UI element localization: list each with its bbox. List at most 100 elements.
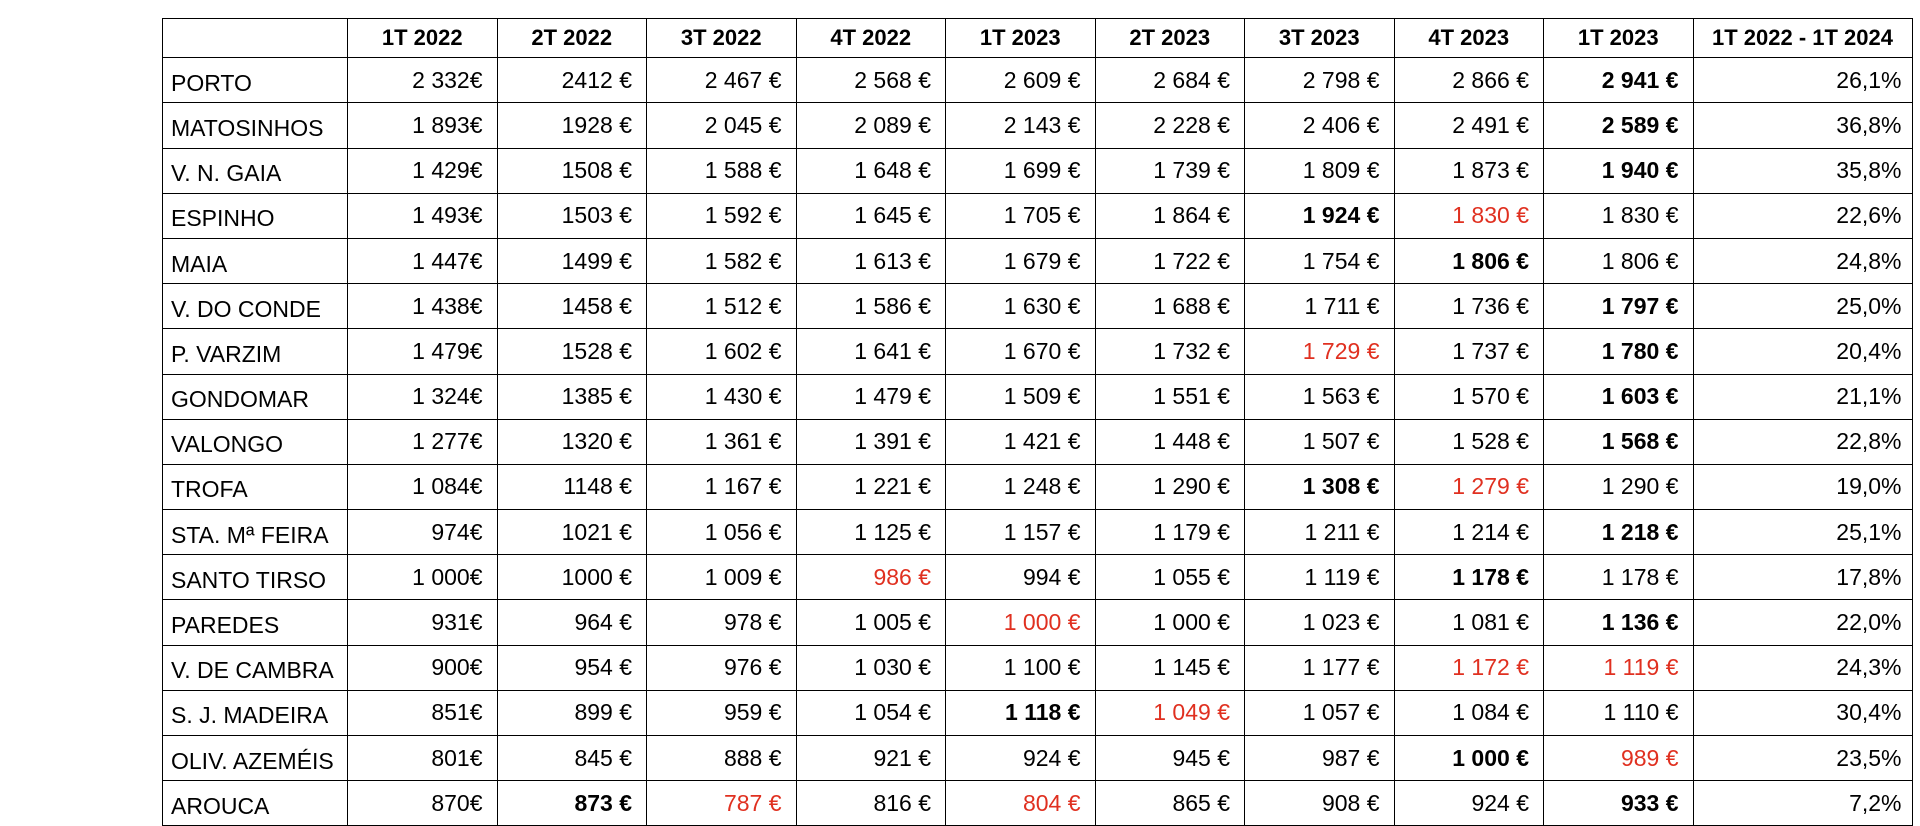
price-cell: 787 € — [646, 780, 797, 826]
change-percent-cell: 30,4% — [1692, 689, 1913, 737]
city-name: V. N. GAIA — [162, 147, 348, 194]
price-cell: 1 582 € — [646, 237, 797, 285]
price-cell: 1 679 € — [945, 237, 1096, 285]
price-cell: 1 211 € — [1244, 509, 1395, 556]
price-cell: 1 711 € — [1244, 283, 1395, 330]
table-row: AROUCA 870€ 873 €787 €816 €804 €865 €908 €… — [162, 780, 1913, 826]
change-percent-cell: 21,1% — [1692, 373, 1913, 420]
city-name: V. DE CAMBRA — [162, 644, 348, 691]
price-cell: 1499 € — [496, 237, 647, 285]
price-cell: 804 € — [945, 780, 1096, 826]
price-cell: 1 145 € — [1094, 644, 1245, 691]
header-quarter: 1T 2023 — [945, 17, 1096, 59]
price-cell: 1 290 € — [1543, 463, 1694, 511]
price-cell: 1 739 € — [1094, 147, 1245, 194]
price-cell: 1 084 € — [1393, 689, 1544, 737]
price-cell: 1 057 € — [1244, 689, 1395, 737]
price-cell: 2 143 € — [945, 102, 1096, 149]
price-cell: 1 118 € — [945, 689, 1096, 737]
price-cell: 1 613 € — [795, 237, 946, 285]
price-cell: 1 218 € — [1543, 509, 1694, 556]
price-cell: 1 780 € — [1543, 328, 1694, 375]
city-name: MATOSINHOS — [162, 102, 348, 149]
city-name: SANTO TIRSO — [162, 554, 348, 601]
header-change: 1T 2022 - 1T 2024 — [1692, 17, 1913, 59]
table-row: TROFA 1 084€ 1148 €1 167 €1 221 €1 248 €1 … — [162, 463, 1913, 511]
price-cell: 989 € — [1543, 734, 1694, 782]
price-cell: 1 512 € — [646, 283, 797, 330]
city-name: PAREDES — [162, 599, 348, 646]
price-cell: 1 172 € — [1393, 644, 1544, 691]
price-cell: 1 361 € — [646, 418, 797, 465]
price-cell: 1 688 € — [1094, 283, 1245, 330]
price-cell: 1 732 € — [1094, 328, 1245, 375]
price-cell: 1 648 € — [795, 147, 946, 194]
price-table-container: 1T 2022 2T 2022 3T 2022 4T 2022 1T 2023 2T 20… — [162, 17, 1913, 826]
price-cell: 1 592 € — [646, 192, 797, 239]
price-cell: 870€ — [347, 780, 498, 826]
price-cell: 888 € — [646, 734, 797, 782]
table-row: PAREDES 931€ 964 €978 €1 005 €1 000 €1 000… — [162, 599, 1913, 646]
price-cell: 1 119 € — [1543, 644, 1694, 691]
price-cell: 2 467 € — [646, 57, 797, 104]
price-cell: 1508 € — [496, 147, 647, 194]
price-cell: 1 100 € — [945, 644, 1096, 691]
price-cell: 1 157 € — [945, 509, 1096, 556]
price-cell: 1 248 € — [945, 463, 1096, 511]
price-cell: 1 030 € — [795, 644, 946, 691]
price-cell: 1 308 € — [1244, 463, 1395, 511]
price-cell: 1458 € — [496, 283, 647, 330]
header-quarter: 1T 2023 — [1543, 17, 1694, 59]
table-row: GONDOMAR 1 324€ 1385 €1 430 €1 479 €1 509 … — [162, 373, 1913, 420]
header-quarter: 1T 2022 — [347, 17, 498, 59]
price-cell: 921 € — [795, 734, 946, 782]
price-cell: 2 589 € — [1543, 102, 1694, 149]
price-cell: 924 € — [945, 734, 1096, 782]
price-cell: 1 421 € — [945, 418, 1096, 465]
price-cell: 1 809 € — [1244, 147, 1395, 194]
city-name: S. J. MADEIRA — [162, 689, 348, 737]
table-row: MATOSINHOS 1 893€ 1928 €2 045 €2 089 €2 14… — [162, 102, 1913, 149]
price-cell: 1 023 € — [1244, 599, 1395, 646]
price-cell: 1 000€ — [347, 554, 498, 601]
price-cell: 987 € — [1244, 734, 1395, 782]
price-cell: 1 737 € — [1393, 328, 1544, 375]
table-row: V. N. GAIA 1 429€ 1508 €1 588 €1 648 €1 69… — [162, 147, 1913, 194]
price-cell: 2 045 € — [646, 102, 797, 149]
table-row: V. DO CONDE 1 438€ 1458 €1 512 €1 586 €1 6… — [162, 283, 1913, 330]
table-row: P. VARZIM 1 479€ 1528 €1 602 €1 641 €1 670… — [162, 328, 1913, 375]
price-cell: 945 € — [1094, 734, 1245, 782]
price-cell: 1 705 € — [945, 192, 1096, 239]
price-cell: 2 866 € — [1393, 57, 1544, 104]
price-cell: 1503 € — [496, 192, 647, 239]
price-cell: 2 941 € — [1543, 57, 1694, 104]
table-row: STA. Mª FEIRA 974€ 1021 €1 056 €1 125 €1 1… — [162, 509, 1913, 556]
price-cell: 865 € — [1094, 780, 1245, 826]
change-percent-cell: 17,8% — [1692, 554, 1913, 601]
city-name: OLIV. AZEMÉIS — [162, 734, 348, 782]
price-cell: 1 754 € — [1244, 237, 1395, 285]
price-cell: 959 € — [646, 689, 797, 737]
price-cell: 1 447€ — [347, 237, 498, 285]
city-name: STA. Mª FEIRA — [162, 509, 348, 556]
table-row: OLIV. AZEMÉIS 801€ 845 €888 €921 €924 €945… — [162, 734, 1913, 782]
price-cell: 1 178 € — [1393, 554, 1544, 601]
city-name: V. DO CONDE — [162, 283, 348, 330]
price-cell: 1 806 € — [1543, 237, 1694, 285]
header-quarter: 4T 2023 — [1393, 17, 1544, 59]
price-cell: 1 214 € — [1393, 509, 1544, 556]
table-row: SANTO TIRSO 1 000€ 1000 €1 009 €986 €994 €… — [162, 554, 1913, 601]
change-percent-cell: 25,0% — [1692, 283, 1913, 330]
change-percent-cell: 7,2% — [1692, 780, 1913, 826]
table-row: VALONGO 1 277€ 1320 €1 361 €1 391 €1 421 €… — [162, 418, 1913, 465]
price-cell: 1 806 € — [1393, 237, 1544, 285]
change-percent-cell: 19,0% — [1692, 463, 1913, 511]
price-cell: 1 448 € — [1094, 418, 1245, 465]
city-name: PORTO — [162, 57, 348, 104]
price-cell: 1928 € — [496, 102, 647, 149]
change-percent-cell: 24,8% — [1692, 237, 1913, 285]
change-percent-cell: 22,8% — [1692, 418, 1913, 465]
price-cell: 1 568 € — [1543, 418, 1694, 465]
price-cell: 1320 € — [496, 418, 647, 465]
city-name: ESPINHO — [162, 192, 348, 239]
